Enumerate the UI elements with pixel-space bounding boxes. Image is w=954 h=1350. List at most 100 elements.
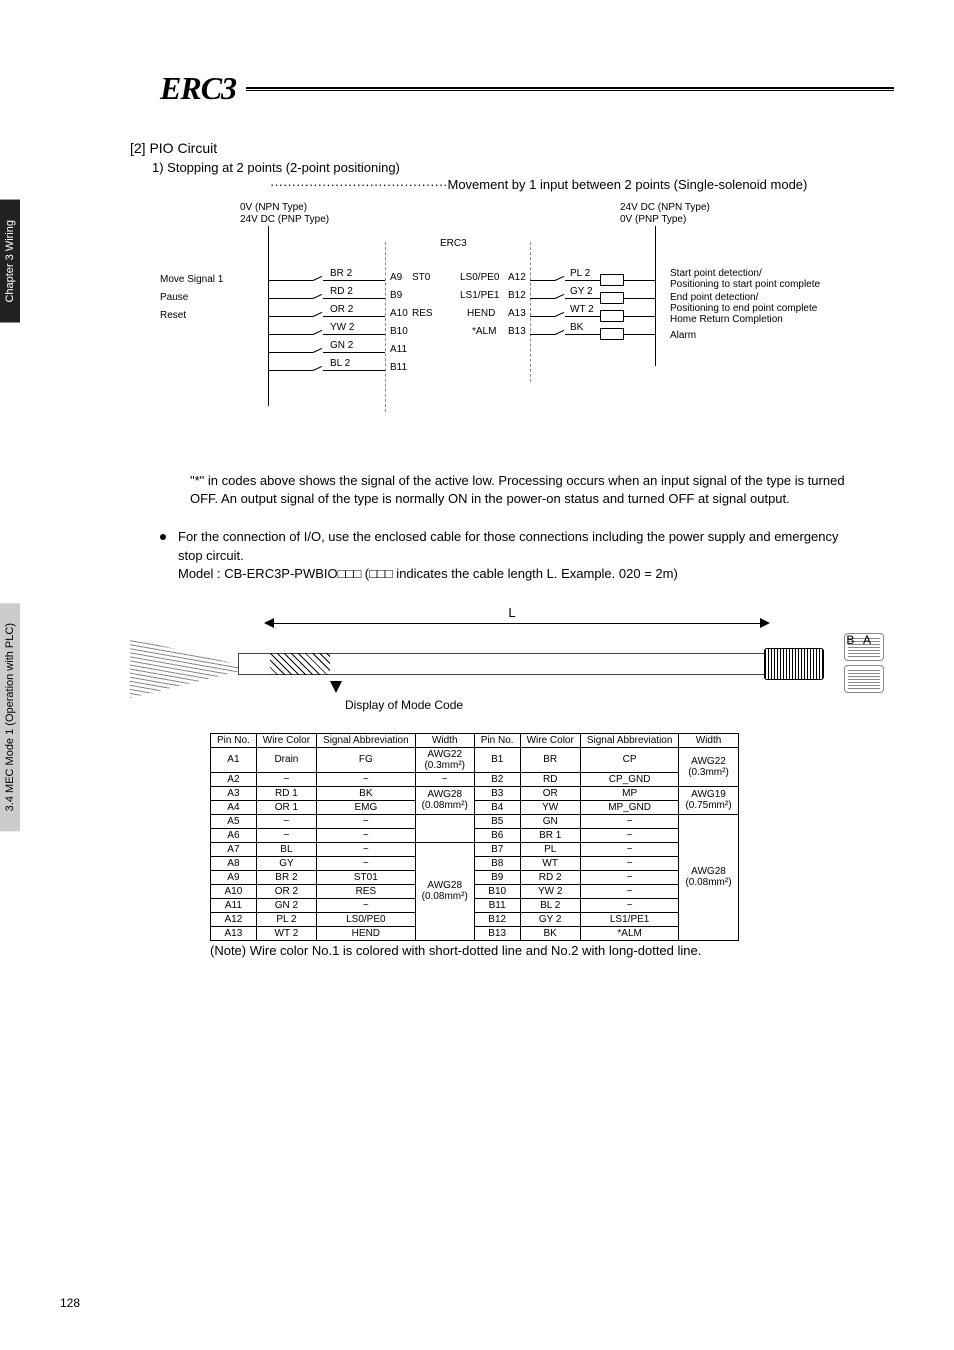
rd-2: Home Return Completion [670,314,783,325]
table-row: A11 GN 2 − B11 BL 2 − [211,898,739,912]
td: AWG22 (0.3mm²) [415,747,474,772]
right-supply-1: 0V (PNP Type) [620,214,686,225]
td: GY [256,856,316,870]
td: GY 2 [520,912,580,926]
table-row: A5 − − B5 GN − AWG28 (0.08mm²) [211,814,739,828]
td: RD 1 [256,786,316,800]
table-note: (Note) Wire color No.1 is colored with s… [210,943,894,958]
td: − [580,870,679,884]
td: A9 [211,870,257,884]
section-title: [2] PIO Circuit [130,140,894,156]
rh-3b [565,334,600,335]
ms-3: *ALM [472,326,496,337]
td: − [580,842,679,856]
lh-1b [323,298,385,299]
rw-1: GY 2 [570,286,593,297]
td: CP [580,747,679,772]
td-width-b1b2: AWG22 (0.3mm²) [679,747,738,786]
td: − [256,828,316,842]
ms-2: HEND [467,308,495,319]
mp-3: B13 [508,326,526,337]
table-row: A12 PL 2 LS0/PE0 B12 GY 2 LS1/PE1 [211,912,739,926]
td: − [580,814,679,828]
td: CP_GND [580,772,679,786]
dim-arrow-r [760,618,770,628]
td: − [580,856,679,870]
rbox-1 [600,292,624,304]
dim-arrow-l [264,618,274,628]
ba-label: B A [846,633,874,647]
td: BL [256,842,316,856]
rh-1a [530,298,555,299]
td: A7 [211,842,257,856]
td: A1 [211,747,257,772]
th-5: Wire Color [520,733,580,747]
td: A8 [211,856,257,870]
td-width-a7a13: AWG28 (0.08mm²) [415,842,474,940]
td: LS0/PE0 [317,912,416,926]
th-1: Wire Color [256,733,316,747]
cable-fan [130,638,240,698]
logo-line [246,87,894,91]
td: − [317,772,416,786]
ls-2: RES [412,308,433,319]
pin-table: Pin No. Wire Color Signal Abbreviation W… [210,733,739,941]
cable-diagram: L Display of Mode Code B A [130,593,894,723]
td-empty [415,814,474,842]
rd-1: End point detection/ Positioning to end … [670,292,817,314]
rbox-3 [600,328,624,340]
cable-barcode [764,648,824,680]
td: − [256,814,316,828]
lp-1: B9 [390,290,402,301]
td: EMG [317,800,416,814]
rbox-0 [600,274,624,286]
td: OR [520,786,580,800]
td: WT [520,856,580,870]
td: GN [520,814,580,828]
td: A11 [211,898,257,912]
dotted-note: ········································… [270,177,894,192]
td: A12 [211,912,257,926]
lh-0a [268,280,313,281]
td: − [317,842,416,856]
lh-2a [268,316,313,317]
circuit-diagram: 0V (NPN Type) 24V DC (PNP Type) 24V DC (… [160,202,894,452]
td: RD [520,772,580,786]
rh-1c [624,298,655,299]
td: BR 2 [256,870,316,884]
bullet-line2: Model : CB-ERC3P-PWBIO□□□ (□□□ indicates… [178,566,678,581]
td: RES [317,884,416,898]
td: B8 [474,856,520,870]
ms-1: LS1/PE1 [460,290,499,301]
left-in-1: Pause [160,292,188,303]
td: B10 [474,884,520,898]
td: ST01 [317,870,416,884]
rw-0: PL 2 [570,268,590,279]
td: BR 1 [520,828,580,842]
td: B2 [474,772,520,786]
th-3: Width [415,733,474,747]
table-row: A1 Drain FG AWG22 (0.3mm²) B1 BR CP AWG2… [211,747,739,772]
rd-3: Alarm [670,330,696,341]
td: GN 2 [256,898,316,912]
lh-0b [323,280,385,281]
rw-2: WT 2 [570,304,594,315]
mp-1: B12 [508,290,526,301]
right-supply-0: 24V DC (NPN Type) [620,202,710,213]
left-in-2: Reset [160,310,186,321]
subsection-title: 1) Stopping at 2 points (2-point positio… [152,160,894,175]
conn-row-b [844,665,884,693]
logo-text: ERC3 [160,70,236,107]
rw-3: BK [570,322,583,333]
rh-2a [530,316,555,317]
table-row: A8 GY − B8 WT − [211,856,739,870]
td-width-a3a4: AWG28 (0.08mm²) [415,786,474,814]
rh-2c [624,316,655,317]
table-row: A9 BR 2 ST01 B9 RD 2 − [211,870,739,884]
td: − [256,772,316,786]
box-label: ERC3 [440,238,467,249]
rh-3a [530,334,555,335]
td: OR 1 [256,800,316,814]
lh-5b [323,370,385,371]
td: B9 [474,870,520,884]
